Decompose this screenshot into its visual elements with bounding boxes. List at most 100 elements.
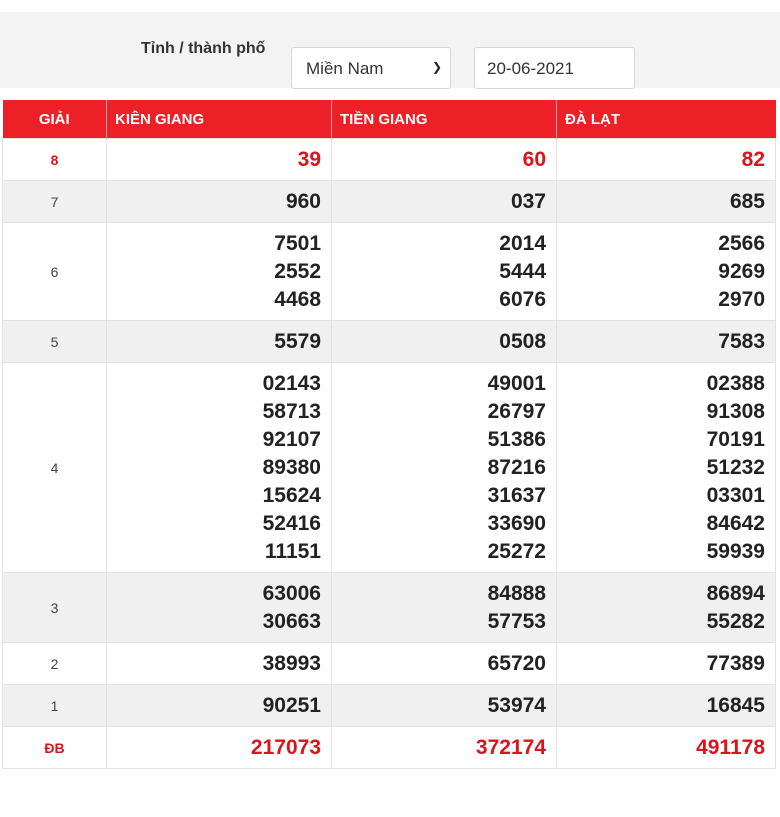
result-number: 59939 — [706, 540, 765, 563]
result-number: 491178 — [696, 736, 765, 759]
table-row: ĐB 217073 372174 491178 — [2, 726, 776, 769]
result-number: 51232 — [706, 456, 765, 479]
result-number: 82 — [741, 148, 765, 171]
result-cell: 77389 — [556, 642, 776, 685]
result-number: 84888 — [487, 582, 546, 605]
result-number: 5579 — [274, 330, 321, 353]
result-cell: 90251 — [106, 684, 332, 727]
header-province: TIỀN GIANG — [331, 100, 557, 139]
result-number: 49001 — [487, 372, 546, 395]
result-number: 0508 — [499, 330, 546, 353]
header-prize: GIẢI — [2, 100, 107, 139]
result-number: 30663 — [262, 610, 321, 633]
region-select[interactable]: Miền Nam ❯ — [291, 47, 451, 89]
result-number: 70191 — [706, 428, 765, 451]
result-number: 2566 — [718, 232, 765, 255]
result-number: 5444 — [499, 260, 546, 283]
result-number: 960 — [285, 190, 321, 213]
result-number: 58713 — [262, 400, 321, 423]
result-number: 89380 — [262, 456, 321, 479]
result-cell: 86894 55282 — [556, 572, 776, 643]
result-number: 15624 — [262, 484, 321, 507]
table-row: 6 7501 2552 4468 2014 5444 6076 2566 9269 2970 — [2, 222, 776, 321]
result-number: 53974 — [487, 694, 546, 717]
results-table: GIẢI KIÊN GIANG TIỀN GIANG ĐÀ LẠT 8 39 60 82 7 9… — [2, 100, 776, 769]
result-cell: 2566 9269 2970 — [556, 222, 776, 321]
chevron-down-icon: ❯ — [431, 60, 442, 74]
table-header: GIẢI KIÊN GIANG TIỀN GIANG ĐÀ LẠT — [2, 100, 776, 139]
table-row: 7 960 037 685 — [2, 180, 776, 223]
result-number: 4468 — [274, 288, 321, 311]
result-number: 33690 — [487, 512, 546, 535]
result-cell: 685 — [556, 180, 776, 223]
result-number: 7583 — [718, 330, 765, 353]
table-row: 5 5579 0508 7583 — [2, 320, 776, 363]
result-cell: 60 — [331, 138, 557, 181]
result-number: 2970 — [718, 288, 765, 311]
result-number: 39 — [297, 148, 321, 171]
result-number: 6076 — [499, 288, 546, 311]
table-row: 3 63006 30663 84888 57753 86894 55282 — [2, 572, 776, 643]
result-cell: 217073 — [106, 726, 332, 769]
table-row: 8 39 60 82 — [2, 138, 776, 181]
prize-label: 2 — [2, 642, 107, 685]
result-cell: 0508 — [331, 320, 557, 363]
result-number: 90251 — [262, 694, 321, 717]
result-cell: 16845 — [556, 684, 776, 727]
result-number: 037 — [510, 190, 546, 213]
result-number: 16845 — [706, 694, 765, 717]
result-number: 2552 — [274, 260, 321, 283]
result-cell: 38993 — [106, 642, 332, 685]
table-row: 2 38993 65720 77389 — [2, 642, 776, 685]
result-number: 84642 — [706, 512, 765, 535]
result-cell: 02388 91308 70191 51232 03301 84642 59939 — [556, 362, 776, 573]
result-number: 38993 — [262, 652, 321, 675]
table-row: 4 02143 58713 92107 89380 15624 52416 11151 4900… — [2, 362, 776, 573]
prize-label: 4 — [2, 362, 107, 573]
result-number: 92107 — [262, 428, 321, 451]
result-number: 372174 — [475, 736, 546, 759]
prize-label: 5 — [2, 320, 107, 363]
date-input[interactable]: 20-06-2021 — [474, 47, 635, 89]
result-cell: 65720 — [331, 642, 557, 685]
result-number: 55282 — [706, 610, 765, 633]
result-cell: 53974 — [331, 684, 557, 727]
result-number: 52416 — [262, 512, 321, 535]
prize-label: ĐB — [2, 726, 107, 769]
region-select-value: Miền Nam — [306, 59, 384, 78]
header-province: ĐÀ LẠT — [556, 100, 776, 139]
result-number: 26797 — [487, 400, 546, 423]
result-cell: 5579 — [106, 320, 332, 363]
result-number: 91308 — [706, 400, 765, 423]
result-number: 86894 — [706, 582, 765, 605]
result-cell: 63006 30663 — [106, 572, 332, 643]
result-number: 65720 — [487, 652, 546, 675]
result-number: 02143 — [262, 372, 321, 395]
result-number: 31637 — [487, 484, 546, 507]
header-province: KIÊN GIANG — [106, 100, 332, 139]
result-cell: 7501 2552 4468 — [106, 222, 332, 321]
result-number: 57753 — [487, 610, 546, 633]
result-number: 87216 — [487, 456, 546, 479]
result-number: 217073 — [250, 736, 321, 759]
result-number: 77389 — [706, 652, 765, 675]
result-number: 7501 — [274, 232, 321, 255]
prize-label: 7 — [2, 180, 107, 223]
result-cell: 491178 — [556, 726, 776, 769]
prize-label: 1 — [2, 684, 107, 727]
result-cell: 960 — [106, 180, 332, 223]
result-number: 63006 — [262, 582, 321, 605]
province-label: Tỉnh / thành phố — [141, 40, 266, 57]
prize-label: 3 — [2, 572, 107, 643]
result-number: 02388 — [706, 372, 765, 395]
result-cell: 372174 — [331, 726, 557, 769]
result-cell: 02143 58713 92107 89380 15624 52416 11151 — [106, 362, 332, 573]
table-row: 1 90251 53974 16845 — [2, 684, 776, 727]
filter-bar: Tỉnh / thành phố Miền Nam ❯ 20-06-2021 — [0, 12, 780, 89]
result-number: 60 — [522, 148, 546, 171]
prize-label: 6 — [2, 222, 107, 321]
prize-label: 8 — [2, 138, 107, 181]
result-number: 9269 — [718, 260, 765, 283]
result-number: 51386 — [487, 428, 546, 451]
result-number: 03301 — [706, 484, 765, 507]
